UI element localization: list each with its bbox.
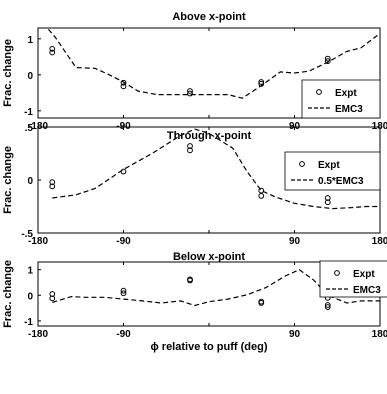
legend: Expt EMC3 bbox=[319, 260, 387, 298]
legend-swatch-marker bbox=[299, 161, 305, 167]
x-tick-label: 90 bbox=[289, 236, 301, 247]
legend: Expt EMC3 bbox=[301, 79, 381, 119]
data-point bbox=[49, 49, 56, 56]
series-group bbox=[49, 128, 380, 210]
y-axis-label: Frac. change bbox=[2, 146, 14, 214]
chart-title: Below x-point bbox=[173, 251, 245, 263]
legend-label: Expt bbox=[335, 88, 357, 99]
chart-title: Through x-point bbox=[167, 130, 252, 142]
legend-label: EMC3 bbox=[353, 285, 381, 296]
x-tick-label: 180 bbox=[372, 236, 387, 247]
y-axis-label: Frac. change bbox=[2, 39, 14, 107]
data-point bbox=[49, 179, 56, 186]
chart-panel-3: Below x-point -180 -90 90 180 1 0 -1 Frac. chang… bbox=[2, 251, 387, 353]
data-point bbox=[324, 195, 331, 201]
data-point bbox=[49, 183, 56, 190]
y-tick-label: -1 bbox=[24, 317, 33, 328]
y-tick-label: .5 bbox=[25, 123, 34, 134]
data-point bbox=[258, 193, 265, 199]
data-point bbox=[49, 295, 56, 302]
legend-label: 0.5*EMC3 bbox=[318, 176, 364, 187]
data-point bbox=[324, 199, 331, 206]
y-tick-label: 0 bbox=[27, 176, 33, 187]
chart-panel-2: Through x-point -180 -90 90 180 .5 0 -.5 Frac. c… bbox=[2, 123, 387, 247]
x-tick-label: 180 bbox=[372, 329, 387, 340]
series-line-0.5*EMC3 bbox=[52, 128, 380, 210]
x-tick-label: -180 bbox=[28, 236, 48, 247]
legend-label: Expt bbox=[353, 269, 375, 280]
y-tick-label: 1 bbox=[27, 35, 33, 46]
data-point bbox=[49, 45, 56, 52]
chart-title: Above x-point bbox=[172, 11, 246, 23]
y-tick-label: 0 bbox=[27, 291, 33, 302]
legend-box bbox=[284, 151, 381, 191]
legend-label: EMC3 bbox=[335, 104, 363, 115]
y-tick-label: -1 bbox=[24, 107, 33, 118]
y-tick-label: -.5 bbox=[21, 229, 33, 240]
data-point bbox=[324, 302, 331, 308]
legend-label: Expt bbox=[318, 160, 340, 171]
data-point bbox=[187, 277, 193, 284]
data-point bbox=[120, 287, 127, 294]
legend-swatch-marker bbox=[316, 89, 322, 95]
data-point bbox=[187, 143, 193, 149]
data-point bbox=[258, 300, 265, 306]
y-axis-label: Frac. change bbox=[2, 260, 14, 328]
x-tick-label: -90 bbox=[116, 329, 131, 340]
legend-box bbox=[301, 79, 381, 119]
data-point bbox=[120, 83, 127, 90]
y-tick-label: 0 bbox=[27, 71, 33, 82]
x-tick-label: -180 bbox=[28, 329, 48, 340]
data-point bbox=[187, 88, 193, 94]
y-tick-label: 1 bbox=[27, 266, 33, 277]
series-line-EMC3 bbox=[46, 28, 380, 99]
data-point bbox=[324, 58, 331, 65]
x-tick-label: -90 bbox=[116, 236, 131, 247]
legend-swatch-marker bbox=[334, 270, 340, 276]
data-point bbox=[324, 304, 331, 310]
x-axis-label: ϕ relative to puff (deg) bbox=[150, 341, 267, 353]
legend: Expt 0.5*EMC3 bbox=[284, 151, 381, 191]
legend-box bbox=[319, 260, 387, 298]
data-point bbox=[120, 79, 127, 86]
data-point bbox=[187, 90, 193, 97]
data-point bbox=[258, 79, 265, 85]
data-point bbox=[324, 55, 331, 62]
data-point bbox=[187, 147, 193, 154]
series-group bbox=[46, 28, 380, 99]
data-point bbox=[120, 290, 127, 297]
x-tick-label: 90 bbox=[289, 329, 301, 340]
